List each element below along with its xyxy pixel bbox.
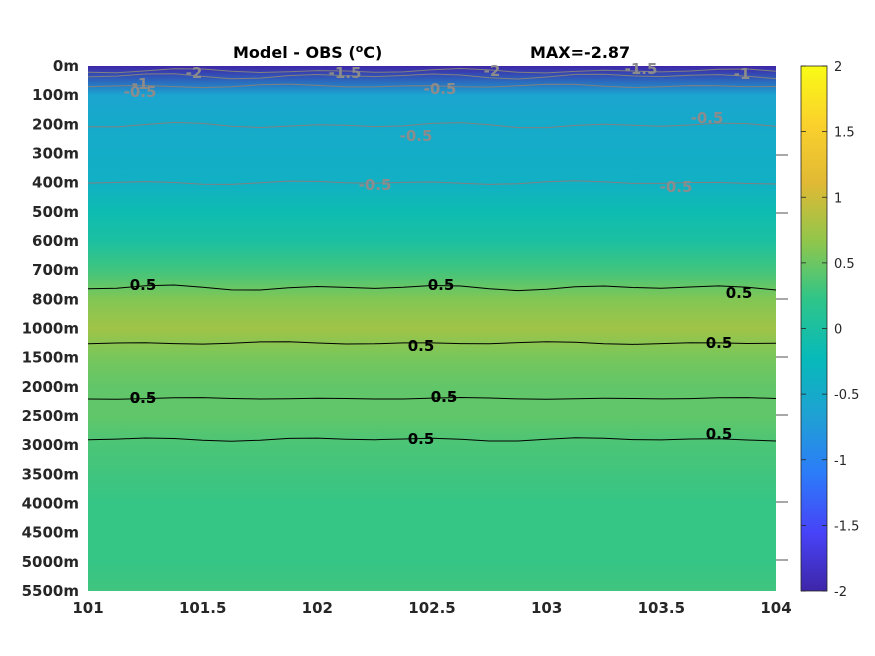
y-tick-label: 300m <box>32 145 79 163</box>
contour-label: -1.5 <box>625 60 658 78</box>
contour-label: -2 <box>484 62 501 80</box>
colorbar-tick-label: -0.5 <box>834 388 859 403</box>
y-tick-label: 1500m <box>22 349 79 367</box>
contour-label: 0.5 <box>428 276 455 294</box>
y-tick-label: 100m <box>32 86 79 104</box>
contour-label: -0.5 <box>660 178 693 196</box>
contour-line <box>87 180 777 185</box>
contour-label: 0.5 <box>408 337 435 355</box>
colorbar-tick-label: 2 <box>834 60 842 75</box>
contour-line <box>87 121 777 129</box>
x-tick-label: 101 <box>72 599 103 617</box>
y-tick-label: 2000m <box>22 378 79 396</box>
y-tick-label: 2500m <box>22 407 79 425</box>
x-tick-label: 103 <box>531 599 562 617</box>
contour-label: 0.5 <box>726 284 753 302</box>
contour-label: -1 <box>132 75 149 93</box>
contour-label: -0.5 <box>691 109 724 127</box>
y-tick-label: 3500m <box>22 465 79 483</box>
contour-label: -2 <box>186 64 203 82</box>
colorbar-tick-label: 0.5 <box>834 257 855 272</box>
contour-label: -1 <box>734 65 751 83</box>
contour-label: 0.5 <box>431 388 458 406</box>
y-tick-label: 4000m <box>22 495 79 513</box>
y-tick-label: 200m <box>32 115 79 133</box>
y-tick-label: 400m <box>32 174 79 192</box>
contour-label: 0.5 <box>130 276 157 294</box>
contour-label: -0.5 <box>124 83 157 101</box>
contour-line <box>87 73 777 80</box>
y-tick-label: 4500m <box>22 524 79 542</box>
contour-line <box>87 437 777 442</box>
x-tick-label: 104 <box>760 599 791 617</box>
colorbar-tick-label: 1 <box>834 191 842 206</box>
plot-area: -2 -1.5 -2 -1.5 -1-1-0.5 -0.5-0.5-0.5-0.5 -0.5… <box>87 60 788 591</box>
contour-label: 0.5 <box>431 388 458 406</box>
y-tick-label: 5000m <box>22 553 79 571</box>
contour-line <box>87 67 777 74</box>
contour-label: 0.5 <box>408 430 435 448</box>
y-tick-label: 3000m <box>22 436 79 454</box>
contour-line <box>87 396 777 400</box>
contour-line <box>87 83 777 89</box>
colorbar-tick-label: 1.5 <box>834 126 855 141</box>
y-tick-label: 1000m <box>22 320 79 338</box>
contour-label: -0.5 <box>400 127 433 145</box>
contour-label: 0.5 <box>706 334 733 352</box>
contour-label: -0.5 <box>359 176 392 194</box>
contour-label: -1.5 <box>329 64 362 82</box>
y-tick-label: 0m <box>53 57 79 75</box>
y-tick-label: 500m <box>32 203 79 221</box>
colorbar: 2 1.5 1 0.5 0 -0.5 -1 -1.5 -2 <box>800 60 859 600</box>
chart-title: Model - OBS (oC) <box>233 42 382 62</box>
contour-label: 0.5 <box>706 425 733 443</box>
colorbar-tick-label: 0 <box>834 323 842 338</box>
heatmap-field <box>88 66 776 591</box>
colorbar-tick-label: -1.5 <box>834 519 859 534</box>
colorbar-tick-label: -1 <box>834 454 847 469</box>
y-tick-label: 700m <box>32 261 79 279</box>
contour-label: 0.5 <box>130 389 157 407</box>
contour-label: 0.5 <box>130 389 157 407</box>
contour-line <box>87 341 777 345</box>
x-tick-label: 103.5 <box>638 599 685 617</box>
x-tick-label: 102 <box>302 599 333 617</box>
y-tick-label: 600m <box>32 232 79 250</box>
x-tick-label: 101.5 <box>179 599 226 617</box>
y-tick-label: 800m <box>32 290 79 308</box>
y-tick-label: 5500m <box>22 582 79 600</box>
colorbar-tick-label: -2 <box>834 585 847 600</box>
contour-label: -0.5 <box>424 80 457 98</box>
chart-max-label: MAX=-2.87 <box>530 43 630 62</box>
x-tick-label: 102.5 <box>408 599 455 617</box>
contour-line <box>87 284 777 292</box>
